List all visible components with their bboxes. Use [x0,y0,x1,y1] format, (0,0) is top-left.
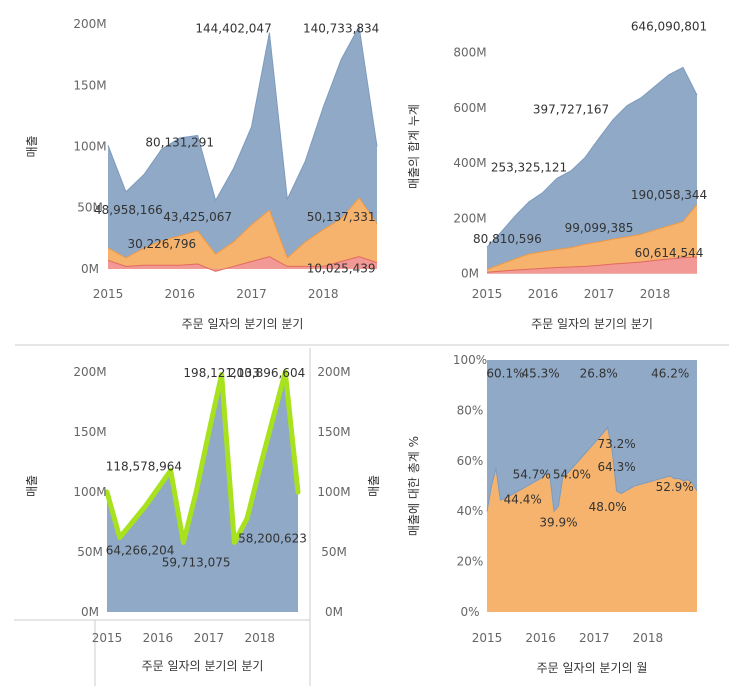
tl-x-tick-label: 2017 [236,287,267,301]
tl-data-label: 43,425,067 [163,210,232,224]
bl-y-right-tick-label: 200M [317,365,350,379]
bl-sales-area [107,372,298,612]
br-x-tick-label: 2018 [633,631,664,645]
tr-data-label: 646,090,801 [631,19,707,33]
br-share-boundary-line [486,426,698,513]
br-share-bottom-area [487,427,697,612]
br-data-label: 52.9% [656,480,694,494]
br-y-tick-label: 80% [457,403,484,417]
bl-y-right-axis-title: 매출 [367,475,381,497]
tr-data-label: 60,614,544 [635,246,704,260]
tl-x-tick-label: 2015 [93,287,124,301]
bl-data-label: 59,713,075 [162,555,231,569]
tr-data-label: 253,325,121 [491,160,567,174]
tl-y-tick-label: 150M [73,78,106,92]
tl-data-label: 144,402,047 [195,22,271,36]
bl-data-label: 118,578,964 [106,459,182,473]
br-y-tick-label: 60% [457,454,484,468]
br-x-axis-title: 주문 일자의 분기의 월 [537,661,648,675]
tl-y-tick-label: 0M [81,262,99,276]
tl-series-0-line [107,256,378,272]
tr-series-1-area [487,204,697,274]
bl-x-axis-title: 주문 일자의 분기의 분기 [142,659,264,673]
tr-series-2-line [486,66,698,248]
tr-data-label: 190,058,344 [631,188,707,202]
br-data-label: 39.9% [539,515,577,529]
tr-y-tick-label: 0M [461,267,479,281]
br-x-tick-label: 2016 [525,631,556,645]
br-data-label: 54.0% [553,467,591,481]
bl-sales-line [104,369,301,545]
tr-y-tick-label: 200M [453,211,486,225]
br-data-label: 45.3% [522,367,560,381]
bl-y-tick-label: 100M [73,485,106,499]
tl-x-tick-label: 2016 [164,287,195,301]
bl-x-tick-label: 2018 [245,631,276,645]
bl-y-right-tick-label: 100M [317,485,350,499]
tl-data-label: 140,733,834 [303,22,379,36]
tr-x-axis-title: 주문 일자의 분기의 분기 [531,317,653,331]
tr-x-tick-label: 2017 [584,287,615,301]
tr-series-2-area [487,67,697,274]
bl-y-tick-label: 200M [73,365,106,379]
br-x-tick-label: 2015 [472,631,503,645]
tr-data-label: 397,727,167 [533,102,609,116]
br-y-tick-label: 100% [453,353,487,367]
tl-data-label: 50,137,331 [307,210,376,224]
tr-y-tick-label: 600M [453,101,486,115]
tl-series-2-line [107,25,378,202]
bl-y-tick-label: 0M [81,605,99,619]
tr-data-label: 80,810,596 [473,232,542,246]
br-data-label: 48.0% [589,500,627,514]
tr-x-tick-label: 2015 [472,287,503,301]
tr-data-label: 99,099,385 [565,221,634,235]
br-y-tick-label: 40% [457,504,484,518]
br-data-label: 44.4% [504,493,542,507]
br-data-label: 64.3% [598,460,636,474]
tl-data-label: 30,226,796 [127,237,196,251]
tl-data-label: 48,958,166 [94,203,163,217]
br-y-axis-title: 매출에 대한 총계 % [407,436,421,536]
bl-x-tick-label: 2017 [194,631,225,645]
bl-x-tick-label: 2015 [92,631,123,645]
br-data-label: 26.8% [580,367,618,381]
tl-data-label: 10,025,439 [307,262,376,276]
bl-y-axis-title: 매출 [25,475,39,497]
tr-series-1-line [486,204,698,270]
tr-y-axis-title: 매출의 합계 누계 [407,104,421,189]
bl-y-tick-label: 150M [73,425,106,439]
tl-y-tick-label: 200M [73,17,106,31]
br-x-tick-label: 2017 [579,631,610,645]
tl-x-axis-title: 주문 일자의 분기의 분기 [182,317,304,331]
bl-data-label: 200,896,604 [229,366,305,380]
tl-y-axis-title: 매출 [25,135,39,157]
bl-y-tick-label: 50M [77,545,103,559]
br-data-label: 60.1% [486,367,524,381]
br-data-label: 46.2% [651,367,689,381]
br-y-tick-label: 0% [460,605,479,619]
br-data-label: 54.7% [513,467,551,481]
tl-y-tick-label: 50M [77,201,103,215]
br-y-tick-label: 20% [457,555,484,569]
tr-series-0-line [486,256,698,273]
tr-x-tick-label: 2016 [528,287,559,301]
bl-data-label: 198,121,133 [183,366,259,380]
tr-series-0-area [487,257,697,274]
bl-data-label: 58,200,623 [238,531,307,545]
tl-y-tick-label: 100M [73,140,106,154]
tr-y-tick-label: 400M [453,156,486,170]
bl-x-tick-label: 2016 [143,631,174,645]
tl-data-label: 80,131,291 [145,136,214,150]
bl-y-right-tick-label: 50M [321,545,347,559]
tl-x-tick-label: 2018 [308,287,339,301]
bl-y-right-tick-label: 150M [317,425,350,439]
bl-data-label: 64,266,204 [106,543,175,557]
tl-series-1-line [107,197,378,259]
br-data-label: 73.2% [598,437,636,451]
tr-y-tick-label: 800M [453,46,486,60]
tr-x-tick-label: 2018 [640,287,671,301]
bl-y-right-tick-label: 0M [325,605,343,619]
